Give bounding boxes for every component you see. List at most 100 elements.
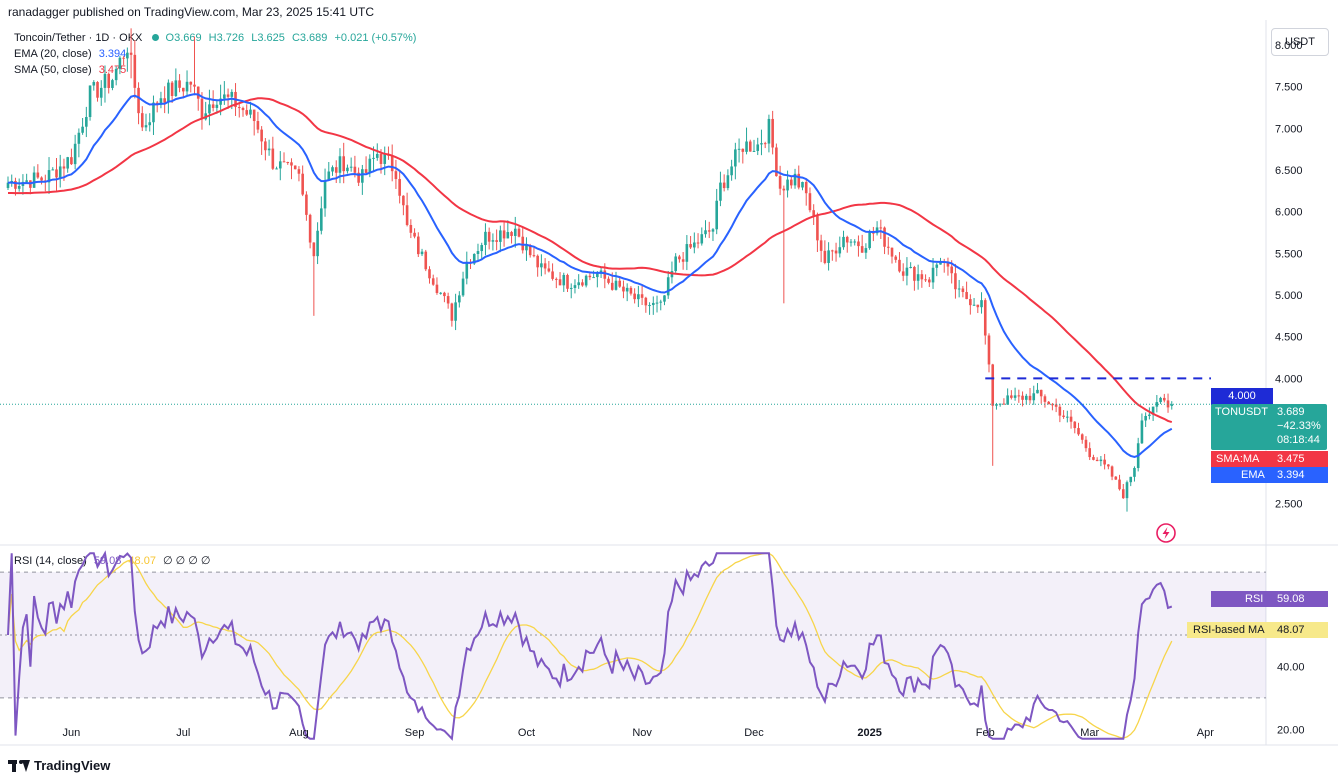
candle-body [1002, 403, 1006, 405]
candle-body [640, 294, 644, 298]
candle-body [1062, 415, 1065, 417]
candle-body [767, 118, 771, 144]
candle-body [655, 302, 659, 304]
footer-text: TradingView [34, 758, 111, 773]
candle-body [1140, 420, 1144, 444]
candle-body [361, 169, 364, 183]
candle-body [417, 236, 420, 255]
sma-line [8, 97, 1173, 424]
candle-body [1118, 479, 1121, 490]
candle-body [965, 291, 968, 300]
rsi-legend-label: RSI (14, close) [14, 555, 87, 567]
candle-body [957, 288, 961, 290]
candle-body [409, 224, 413, 233]
candle-body [928, 279, 931, 283]
candle-body [223, 94, 226, 99]
candle-body [513, 228, 517, 236]
candle-body [931, 267, 935, 283]
candle-body [327, 171, 331, 181]
candle-body [793, 173, 797, 186]
candle-body [1032, 393, 1036, 401]
candle-body [159, 98, 163, 105]
candle-body [983, 300, 987, 336]
candle-body [745, 141, 748, 152]
candle-body [648, 305, 651, 307]
candle-body [883, 227, 886, 247]
candle-body [1054, 404, 1058, 407]
symbol-name[interactable]: Toncoin/Tether · 1D · OKX [14, 32, 143, 44]
candle-body [208, 104, 211, 114]
candles [6, 28, 1174, 512]
sma-tag-price: 3.475 [1277, 453, 1305, 465]
candle-body [898, 259, 901, 272]
candle-body [431, 278, 435, 285]
candle-body [722, 182, 726, 189]
candle-body [1107, 464, 1110, 467]
candle-body [581, 282, 584, 286]
candle-body [954, 273, 957, 290]
candle-body [47, 170, 51, 183]
candle-body [685, 244, 689, 262]
rsi-ma-tag-name: RSI-based MA [1193, 624, 1265, 636]
candle-body [375, 153, 379, 158]
candle-body [1144, 415, 1147, 421]
candle-body [719, 182, 722, 201]
open-value: O3.669 [165, 32, 202, 44]
candle-body [525, 245, 528, 251]
candle-body [562, 274, 566, 286]
candle-body [637, 294, 640, 300]
time-axis-label: Jul [176, 727, 191, 739]
last-price-tag[interactable]: TONUSDT 3.689 −42.33% 08:18:44 [1211, 404, 1327, 450]
candle-body [230, 91, 234, 97]
ema-tag-name: EMA [1241, 469, 1265, 481]
candle-body [293, 165, 297, 170]
currency-button[interactable]: USDT [1271, 28, 1329, 56]
candle-body [320, 208, 323, 231]
candle-body [924, 279, 927, 281]
ema-legend[interactable]: EMA (20, close) 3.394 [14, 48, 130, 60]
time-axis-label: Mar [1080, 727, 1100, 739]
candle-body [446, 296, 450, 304]
candle-body [346, 167, 349, 172]
candle-body [748, 141, 752, 152]
candle-body [144, 125, 148, 128]
candle-body [573, 285, 577, 288]
candle-body [1159, 397, 1162, 403]
candle-body [756, 144, 760, 151]
candle-body [1148, 414, 1151, 416]
candle-body [614, 280, 618, 290]
candle-body [1051, 404, 1054, 406]
candle-body [872, 232, 875, 234]
lightning-alert-icon[interactable] [1156, 523, 1176, 543]
candle-body [1073, 421, 1077, 429]
candle-body [312, 242, 316, 257]
candle-body [484, 231, 487, 246]
candle-body [405, 205, 409, 225]
candle-body [704, 230, 707, 235]
candle-body [1024, 395, 1028, 400]
candle-body [476, 251, 480, 254]
candle-body [547, 268, 551, 272]
ema-line [7, 93, 1173, 459]
candle-body [838, 247, 842, 254]
candle-body [980, 300, 983, 308]
candle-body [290, 162, 293, 166]
candle-body [282, 161, 286, 163]
rsi-axis[interactable]: 20.00 40.00 [1277, 661, 1305, 736]
candle-body [633, 293, 636, 300]
candle-body [107, 73, 111, 88]
candle-body [372, 157, 375, 159]
candle-body [1069, 416, 1073, 422]
price-axis-tick: 4.500 [1275, 332, 1303, 344]
candle-body [1066, 416, 1069, 418]
candle-body [260, 129, 263, 142]
candle-body [174, 80, 178, 96]
candle-body [1010, 395, 1013, 398]
candle-body [1021, 395, 1024, 400]
candle-body [916, 274, 920, 281]
candle-body [693, 242, 696, 248]
candle-body [1006, 395, 1009, 405]
candle-body [625, 287, 629, 292]
candle-body [99, 87, 103, 98]
